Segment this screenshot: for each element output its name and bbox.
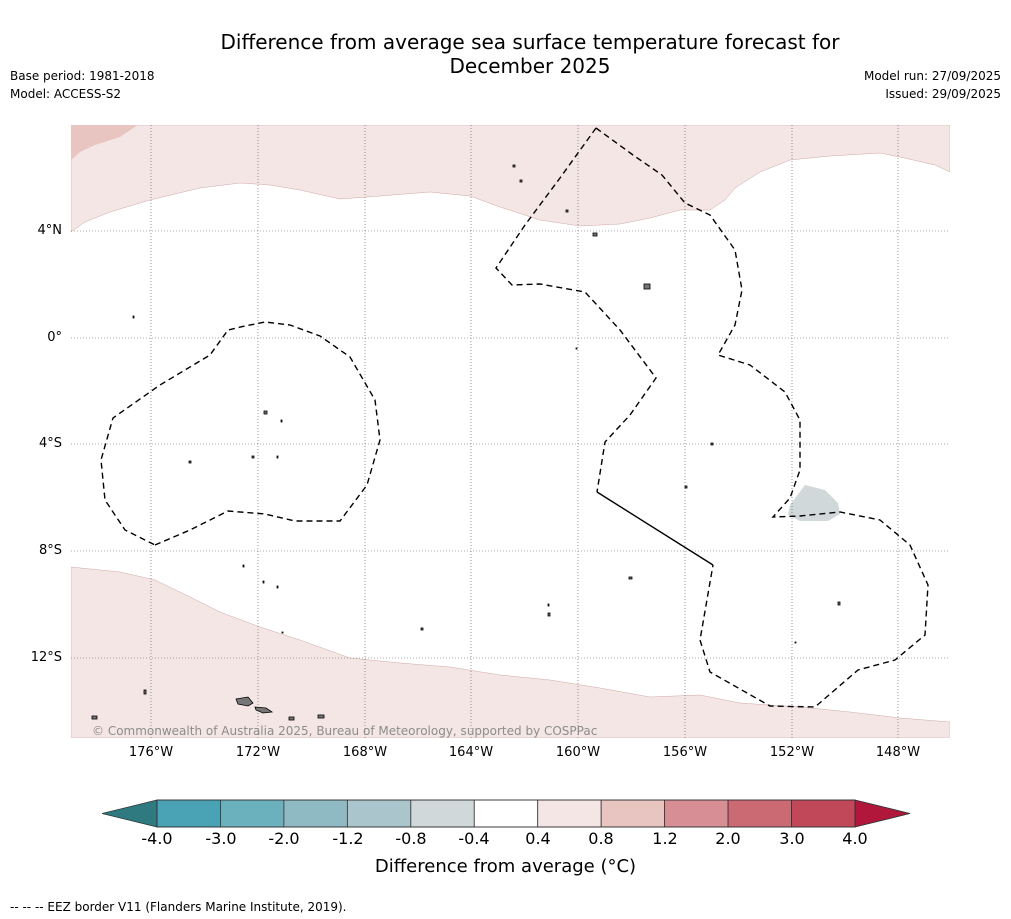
eez-borders (100, 127, 929, 708)
title-line-1: Difference from average sea surface temp… (220, 30, 840, 54)
colorbar-label: -4.0 (141, 829, 173, 848)
lon-label-156w: 156°W (662, 745, 708, 760)
eez-kiribati-phoenix (495, 127, 657, 493)
anomaly-region-northwest (71, 125, 138, 160)
colorbar-swatch (664, 799, 729, 828)
island-savaii (235, 696, 254, 707)
meta-right: Model run: 27/09/2025 Issued: 29/09/2025 (864, 67, 1001, 103)
colorbar-title: Difference from average (°C) (374, 856, 637, 877)
anomaly-region-cool (788, 485, 840, 521)
colorbar-swatch (727, 799, 792, 828)
colorbar-swatch (410, 799, 475, 828)
lon-label-148w: 148°W (875, 745, 921, 760)
meta-left: Base period: 1981-2018 Model: ACCESS-S2 (10, 67, 155, 103)
colorbar-swatch (283, 799, 348, 828)
lat-label-0: 0° (47, 330, 62, 345)
anomaly-region-north (71, 125, 950, 233)
island-upolu (254, 706, 274, 714)
lon-label-172w: 172°W (235, 745, 281, 760)
colorbar-swatch (156, 799, 221, 828)
colorbar-label: 0.8 (588, 829, 614, 848)
colorbar-swatch (220, 799, 285, 828)
colorbar-label: -0.8 (395, 829, 427, 848)
colorbar-swatch (600, 799, 666, 828)
colorbar-under-triangle (101, 799, 158, 828)
colorbar-swatch (346, 799, 412, 828)
colorbar-label: -2.0 (268, 829, 300, 848)
lat-label-12s: 12°S (30, 650, 62, 665)
eez-tokelau (100, 321, 381, 546)
map-title: Difference from average sea surface temp… (150, 30, 910, 78)
model-name: Model: ACCESS-S2 (10, 87, 122, 101)
issued-date: Issued: 29/09/2025 (885, 87, 1001, 101)
colorbar-label: 0.4 (525, 829, 551, 848)
colorbar-label: 2.0 (715, 829, 741, 848)
title-line-2: December 2025 (449, 54, 611, 78)
lon-label-168w: 168°W (342, 745, 388, 760)
eez-kiribati-line (595, 127, 929, 708)
lat-label-4s: 4°S (38, 436, 62, 451)
lat-label-8s: 8°S (38, 543, 62, 558)
lon-label-152w: 152°W (769, 745, 815, 760)
base-period: Base period: 1981-2018 (10, 69, 155, 83)
colorbar-over-triangle (854, 799, 911, 828)
colorbar-label: 4.0 (842, 829, 868, 848)
eez-legend-footer: -- -- -- EEZ border V11 (Flanders Marine… (10, 900, 347, 914)
lon-label-164w: 164°W (448, 745, 494, 760)
colorbar-label: 3.0 (779, 829, 805, 848)
model-run: Model run: 27/09/2025 (863, 69, 1001, 83)
colorbar-label: 1.2 (652, 829, 678, 848)
colorbar-label: -1.2 (332, 829, 364, 848)
colorbar-label: -3.0 (205, 829, 237, 848)
colorbar-swatch (537, 799, 602, 828)
lat-label-4n: 4°N (37, 223, 63, 238)
lon-label-160w: 160°W (555, 745, 601, 760)
anomaly-region-south (71, 566, 950, 738)
copyright-notice: © Commonwealth of Australia 2025, Bureau… (92, 724, 598, 738)
eez-solid-border (596, 491, 714, 566)
colorbar-label: -0.4 (458, 829, 490, 848)
colorbar-swatch (791, 799, 856, 828)
lon-label-176w: 176°W (128, 745, 174, 760)
colorbar-swatch (473, 799, 539, 828)
islands (91, 164, 841, 721)
colorbar-outline (156, 799, 856, 828)
colorbar (101, 799, 911, 828)
gridlines (71, 125, 950, 738)
